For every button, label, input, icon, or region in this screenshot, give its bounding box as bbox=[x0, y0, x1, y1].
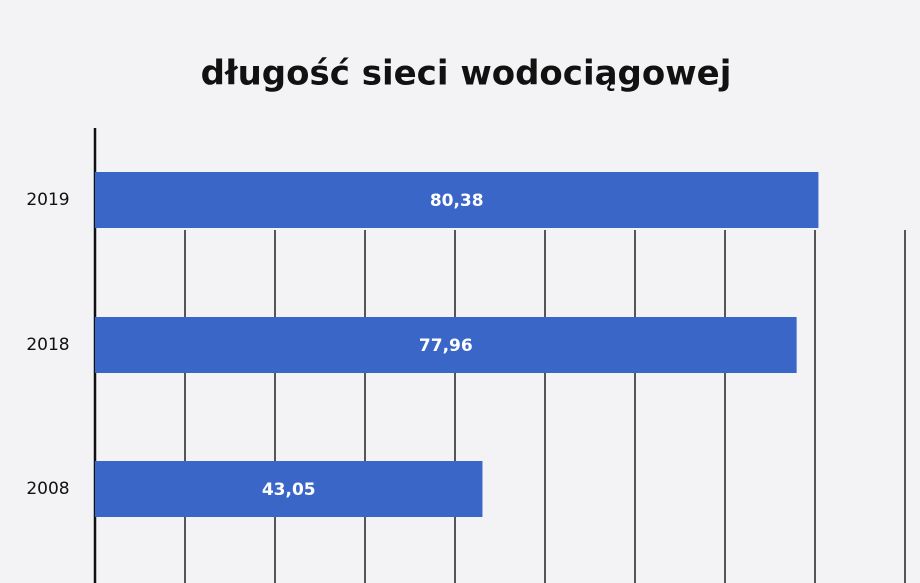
bar bbox=[95, 317, 797, 373]
chart-title: długość sieci wodociągowej bbox=[201, 54, 732, 94]
data-label: 77,96 bbox=[419, 336, 473, 356]
bar bbox=[95, 172, 819, 228]
y-tick-label: 2019 bbox=[26, 190, 69, 210]
y-tick-label: 2008 bbox=[26, 479, 69, 499]
y-tick-label: 2018 bbox=[26, 335, 69, 355]
data-label: 80,38 bbox=[430, 191, 484, 211]
data-label: 43,05 bbox=[262, 480, 316, 500]
bar bbox=[95, 461, 483, 517]
